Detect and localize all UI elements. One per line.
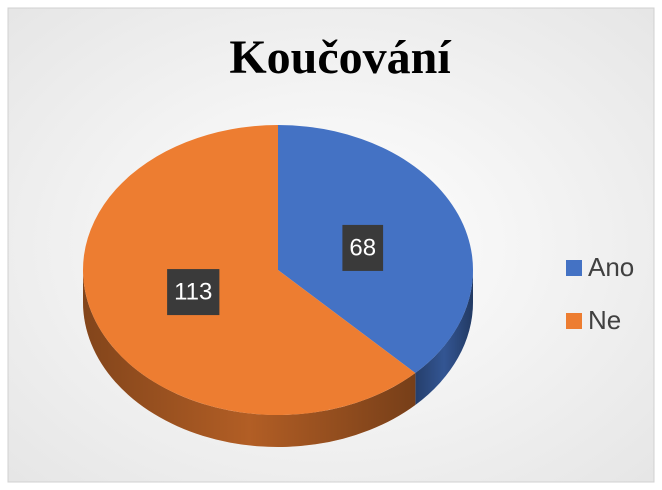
slice-side-shade <box>83 270 416 447</box>
chart-title: Koučování <box>229 31 451 84</box>
data-label: 68 <box>349 234 376 261</box>
legend-swatch <box>566 260 582 276</box>
data-label-box <box>342 224 384 271</box>
legend-swatch <box>566 313 582 329</box>
legend-label: Ano <box>588 252 634 282</box>
data-label: 113 <box>174 278 212 305</box>
slice-side-shade <box>415 270 473 405</box>
slice <box>83 125 416 415</box>
data-label-box <box>167 269 220 316</box>
legend-label: Ne <box>588 305 621 335</box>
